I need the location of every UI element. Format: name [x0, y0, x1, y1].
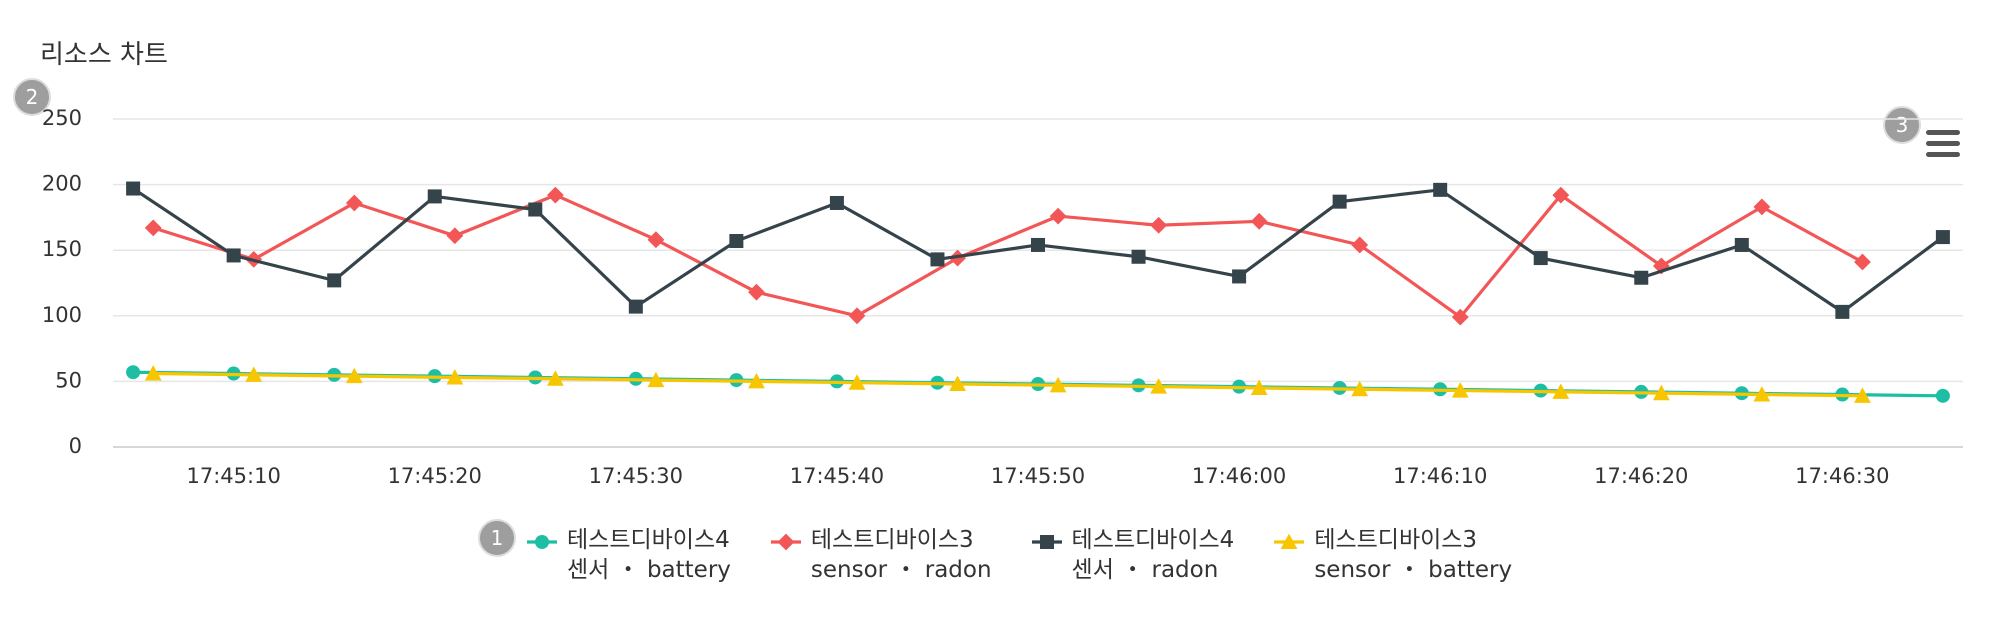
- marker: [1232, 269, 1247, 284]
- legend-label: 테스트디바이스3 sensor ・ battery: [1314, 527, 1513, 583]
- y-tick-label: 200: [42, 172, 82, 196]
- marker: [126, 365, 141, 380]
- marker: [1280, 533, 1298, 549]
- marker: [647, 231, 665, 249]
- marker: [345, 367, 363, 384]
- marker: [777, 533, 795, 551]
- marker: [930, 252, 945, 267]
- marker: [949, 375, 966, 392]
- marker: [535, 535, 549, 549]
- marker: [446, 369, 464, 385]
- marker: [1451, 308, 1469, 326]
- marker: [126, 181, 141, 196]
- legend-item[interactable]: 테스트디바이스3 sensor ・ battery: [1272, 525, 1512, 585]
- marker: [1552, 383, 1570, 399]
- marker: [748, 373, 765, 389]
- marker: [1854, 253, 1871, 271]
- badge: 1: [478, 519, 516, 557]
- marker: [1250, 212, 1268, 230]
- legend-item[interactable]: 테스트디바이스4 센서 ・ battery: [525, 525, 731, 585]
- marker: [1753, 198, 1771, 216]
- x-tick-label: 17:45:50: [991, 464, 1085, 488]
- marker: [1150, 378, 1168, 394]
- marker: [729, 234, 744, 249]
- marker: [446, 227, 464, 245]
- marker: [1433, 182, 1448, 197]
- series-line: [152, 192, 1864, 320]
- marker: [1351, 380, 1369, 397]
- marker: [1150, 216, 1168, 234]
- marker: [427, 189, 442, 204]
- marker: [1039, 535, 1054, 549]
- x-tick-label: 17:46:10: [1393, 464, 1487, 488]
- x-tick-label: 17:46:00: [1192, 464, 1286, 488]
- badge: 2: [13, 78, 51, 116]
- legend-symbol: [1274, 533, 1305, 549]
- marker: [1854, 387, 1871, 403]
- marker: [245, 366, 263, 382]
- marker: [546, 370, 564, 386]
- marker: [345, 194, 363, 212]
- x-tick-label: 17:45:10: [186, 464, 280, 488]
- y-tick-label: 150: [42, 237, 82, 261]
- marker: [1652, 257, 1670, 275]
- series-line: [153, 371, 1863, 398]
- marker: [144, 219, 162, 237]
- marker: [1652, 384, 1670, 401]
- marker: [1031, 237, 1045, 252]
- x-tick-label: 17:46:20: [1594, 464, 1688, 488]
- y-tick-label: 100: [42, 303, 82, 327]
- menu-button[interactable]: [1926, 130, 1960, 163]
- marker: [848, 374, 866, 390]
- marker: [1451, 382, 1469, 398]
- marker: [1533, 251, 1548, 266]
- marker: [1250, 379, 1268, 395]
- legend-symbol: [527, 535, 557, 549]
- y-tick-label: 0: [69, 434, 82, 458]
- legend-item[interactable]: 테스트디바이스3 sensor ・ radon: [769, 525, 992, 585]
- x-tick-label: 17:46:30: [1795, 464, 1889, 488]
- marker: [226, 248, 241, 263]
- x-tick-label: 17:45:30: [589, 464, 683, 488]
- legend-item[interactable]: 테스트디바이스4 센서 ・ radon: [1030, 525, 1235, 585]
- marker: [1049, 207, 1067, 225]
- legend-symbol: [770, 533, 801, 551]
- marker: [829, 195, 844, 210]
- legend-label: 테스트디바이스4 센서 ・ radon: [1071, 527, 1235, 583]
- marker: [1935, 388, 1950, 403]
- legend-symbol: [1031, 535, 1062, 549]
- marker: [528, 202, 543, 217]
- marker: [848, 307, 866, 325]
- marker: [1634, 270, 1649, 285]
- marker: [1935, 230, 1950, 245]
- legend: 테스트디바이스4 센서 ・ battery 테스트디바이스3 sensor ・ r…: [525, 525, 1512, 585]
- x-tick-label: 17:45:40: [790, 464, 884, 488]
- y-tick-label: 250: [42, 106, 82, 130]
- legend-label: 테스트디바이스4 센서 ・ battery: [567, 527, 731, 583]
- marker: [327, 273, 342, 288]
- x-tick-label: 17:45:20: [388, 464, 482, 488]
- marker: [748, 283, 765, 301]
- chart-title: 리소스 차트: [40, 40, 168, 70]
- y-tick-label: 50: [55, 368, 82, 392]
- legend-label: 테스트디바이스3 sensor ・ radon: [810, 527, 992, 583]
- plot: 0 50 100 150 200 250 17:45:10 17:45:20 17:45:30 1…: [42, 106, 1963, 488]
- marker: [1351, 236, 1369, 254]
- marker: [546, 186, 564, 204]
- marker: [144, 365, 162, 381]
- marker: [1131, 249, 1146, 264]
- marker: [1835, 304, 1850, 319]
- marker: [1753, 386, 1771, 402]
- marker: [1332, 194, 1347, 209]
- marker: [1049, 376, 1067, 393]
- marker: [1552, 186, 1570, 204]
- marker: [1734, 237, 1749, 252]
- marker: [628, 299, 643, 314]
- marker: [647, 371, 665, 388]
